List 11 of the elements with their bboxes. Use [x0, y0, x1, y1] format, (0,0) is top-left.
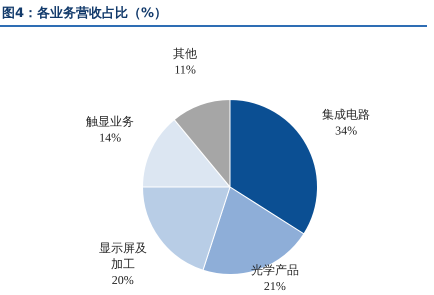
data-label: 14%: [99, 130, 122, 145]
slice-label: 光学产品: [250, 263, 299, 278]
slice-label: 集成电路: [322, 107, 370, 122]
data-label: 20%: [112, 273, 134, 288]
slice-label: 显示屏及加工: [98, 241, 147, 272]
data-label: 21%: [264, 279, 286, 294]
data-label: 34%: [335, 123, 358, 138]
data-label: 11%: [174, 62, 196, 76]
slice-label: 其他: [173, 46, 198, 60]
slice-label: 触显业务: [86, 114, 134, 129]
chart-title: 图4：各业务营收占比（%）: [0, 4, 427, 27]
